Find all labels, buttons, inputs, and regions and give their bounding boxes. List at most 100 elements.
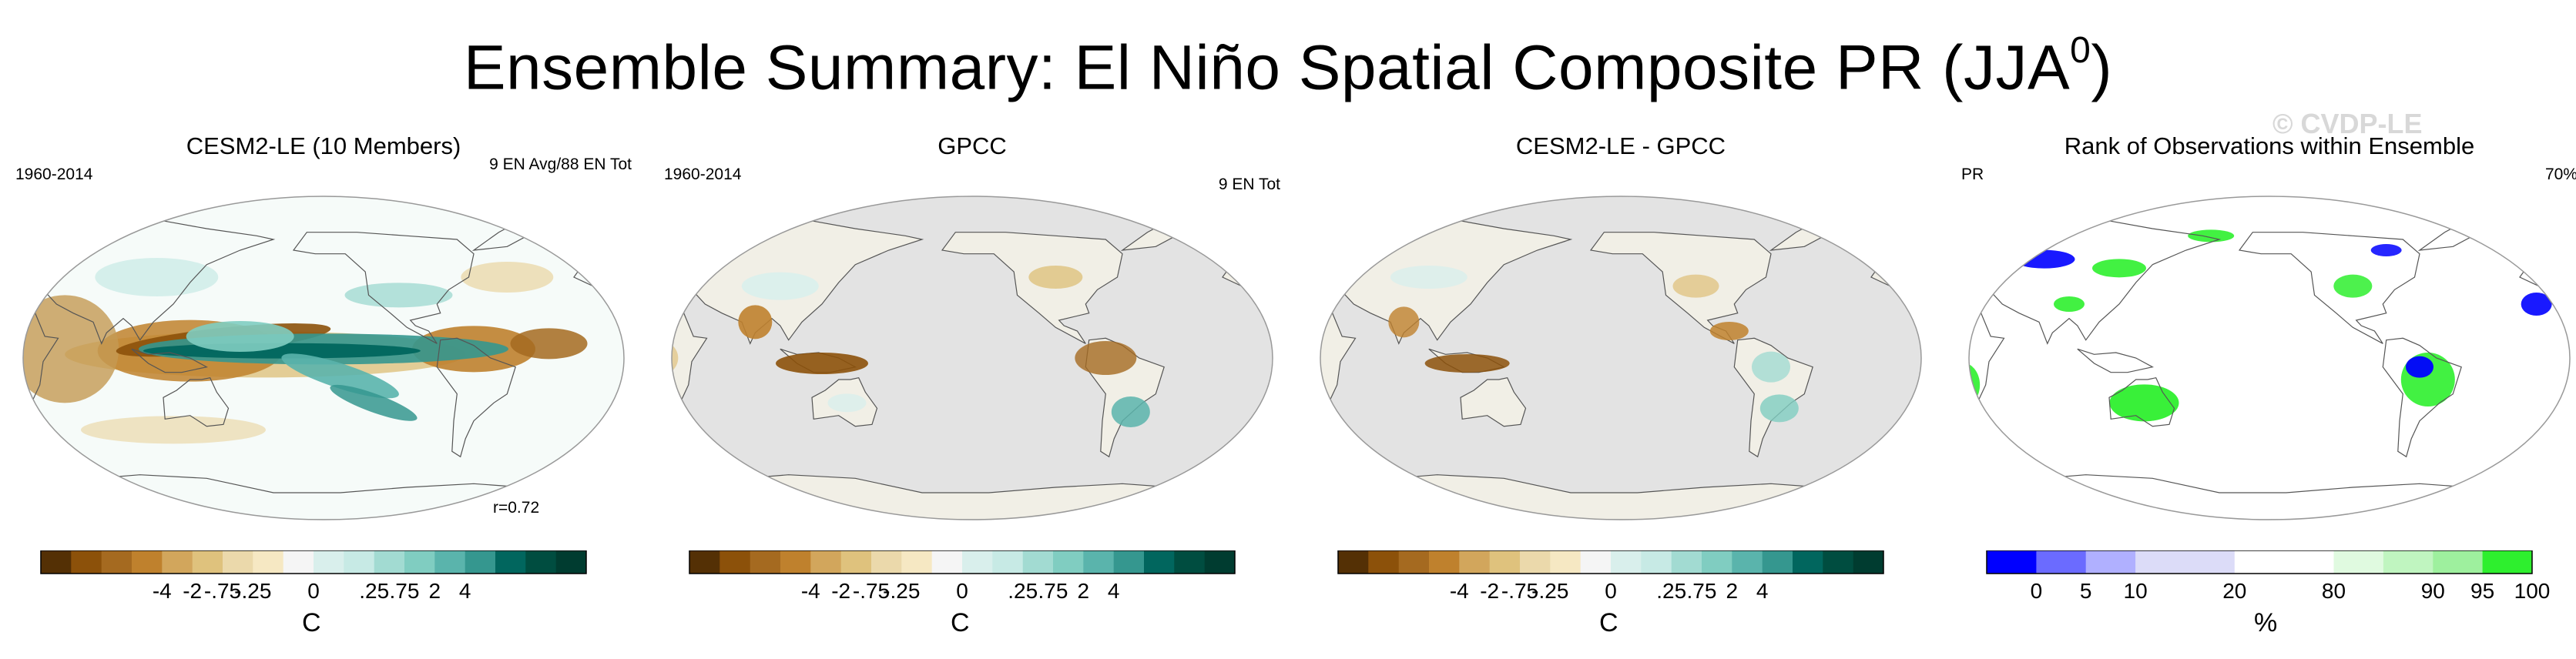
colorbar-swatch [465, 550, 496, 574]
colorbar-swatch [495, 550, 526, 574]
colorbar-swatch [1732, 550, 1763, 574]
colorbar-tick-label: .25 [1008, 579, 1038, 603]
coastline-europe [573, 231, 624, 290]
anomaly-blob [1672, 274, 1719, 298]
coastline-africa [672, 299, 708, 420]
anomaly-blob [827, 393, 867, 413]
anomaly-blob [281, 353, 399, 399]
ocean-background [1969, 196, 2570, 520]
colorbar-swatch [1338, 550, 1369, 574]
coastline-namerica [292, 232, 475, 344]
colorbar-swatch [2333, 550, 2384, 574]
colorbar-swatch [1489, 550, 1521, 574]
anomaly-blob [330, 384, 418, 421]
colorbar-swatch [840, 550, 872, 574]
coastline-australia [1460, 377, 1527, 427]
anomaly-blob [510, 328, 588, 360]
pattern-correlation-label: r=0.72 [493, 499, 540, 517]
coastline-africa [23, 299, 59, 420]
colorbar-swatch [1459, 550, 1491, 574]
colorbar-swatch [1853, 550, 1884, 574]
colorbar-tick-label: -.75 [853, 579, 890, 603]
colorbar-swatch [2085, 550, 2136, 574]
colorbar-swatch [689, 550, 720, 574]
colorbar-swatch [223, 550, 253, 574]
rank-blob [2521, 293, 2552, 316]
coastline-antarctica [23, 474, 624, 520]
coastline-indonesia [131, 348, 209, 373]
colorbar-tick-label: 2 [1078, 579, 1090, 603]
colorbar-swatch [962, 550, 993, 574]
colorbar-swatch [344, 550, 375, 574]
colorbar-swatch [1987, 550, 2037, 574]
colorbar-units: C [1599, 608, 1618, 637]
panel-left-label: 1960-2014 [15, 166, 93, 183]
panel-left-label: 1960-2014 [664, 166, 742, 183]
anomaly-blob [1388, 306, 1420, 338]
coastline-africa [1320, 299, 1357, 420]
anomaly-blob [1075, 341, 1137, 375]
map-frame [1320, 196, 1922, 520]
colorbar-swatch [555, 550, 587, 574]
colorbar-swatch [132, 550, 163, 574]
colorbar-units: C [951, 608, 970, 637]
colorbar-swatch [1022, 550, 1054, 574]
rank-blob [2188, 229, 2235, 243]
coastline-australia [163, 377, 230, 427]
figure-title-superscript: 0 [2070, 30, 2091, 71]
anomaly-blob [95, 258, 219, 296]
anomaly-blob [186, 321, 294, 352]
colorbar-tick-label: 0 [2031, 579, 2043, 603]
anomaly-blob [1111, 396, 1150, 427]
colorbar-tick-label: 0 [956, 579, 968, 603]
colorbar-tick-label: 0 [1605, 579, 1617, 603]
colorbar-swatch [101, 550, 132, 574]
world-map [671, 196, 1273, 520]
colorbar-tick-label: 90 [2421, 579, 2445, 603]
colorbar-swatch [1641, 550, 1672, 574]
colorbar-outline [1337, 550, 1884, 574]
colorbar-swatch [871, 550, 902, 574]
colorbar-units: C [302, 608, 321, 637]
colorbar-swatch [1368, 550, 1400, 574]
colorbar-tick-label: 4 [1756, 579, 1769, 603]
colorbar-tick-label: 2 [1726, 579, 1739, 603]
colorbar-tick-label: 0 [307, 579, 320, 603]
rank-blob [2109, 384, 2179, 422]
colorbar-swatch [2433, 550, 2484, 574]
colorbar-tick-label: -4 [1450, 579, 1469, 603]
panel-title: Rank of Observations within Ensemble [2064, 132, 2475, 159]
anomaly-blob [1313, 325, 1319, 356]
colorbar-swatch [1398, 550, 1430, 574]
map-frame [671, 196, 1273, 520]
anomaly-blob [344, 283, 453, 308]
colorbar-swatch [1611, 550, 1642, 574]
colorbar-tick-label: 100 [2514, 579, 2551, 603]
colorbar-tick-label: 5 [2080, 579, 2092, 603]
colorbar-swatch [404, 550, 435, 574]
colorbar-tick-label: -2 [183, 579, 202, 603]
colorbar-swatch [41, 550, 72, 574]
anomaly-blob [741, 272, 819, 300]
panel-title: GPCC [937, 132, 1007, 159]
map-frame [22, 196, 625, 520]
colorbar-swatch [314, 550, 344, 574]
coastline-australia [2108, 377, 2175, 427]
rank-blob [2406, 356, 2433, 378]
colorbar-swatch [374, 550, 405, 574]
colorbar-tick-label: -.75 [204, 579, 241, 603]
colorbar-swatch [525, 550, 557, 574]
colorbar-swatch [992, 550, 1024, 574]
colorbar-swatch [1053, 550, 1084, 574]
panel-title: CESM2-LE (10 Members) [186, 132, 461, 159]
colorbar-swatch [931, 550, 963, 574]
world-map [22, 196, 625, 520]
colorbar-swatch [1550, 550, 1581, 574]
panel-right-label: 9 EN Avg/88 EN Tot [489, 156, 632, 173]
figure-title-close: ) [2091, 32, 2113, 103]
figure-title-text: Ensemble Summary: El Niño Spatial Compos… [463, 32, 2071, 103]
colorbar-swatch [901, 550, 933, 574]
anomaly-blob [1759, 394, 1799, 423]
panel-right-label: 9 EN Tot [1218, 176, 1280, 193]
colorbar-tick-label: -2 [1480, 579, 1499, 603]
